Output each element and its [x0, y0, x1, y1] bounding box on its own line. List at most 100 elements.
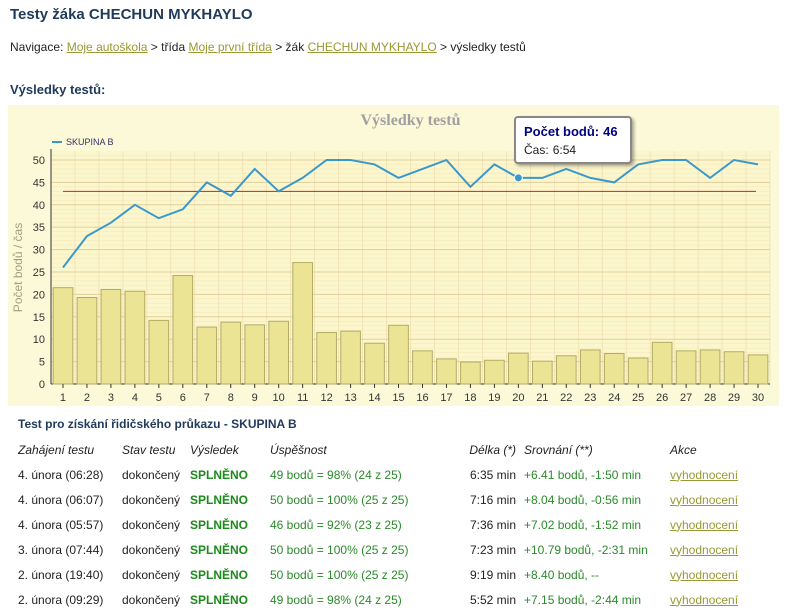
x-tick-label: 29 [728, 392, 740, 404]
header-length: Délka (*) [469, 443, 516, 457]
bar [52, 287, 74, 385]
cell-action: vyhodnocení [666, 587, 756, 612]
results-table-title: Test pro získání řidičského průkazu - SK… [18, 417, 297, 431]
x-tick-label: 23 [584, 392, 596, 404]
cell-start: 4. února (06:28) [18, 467, 104, 482]
evaluate-link[interactable]: vyhodnocení [670, 567, 739, 582]
x-tick-label: 16 [416, 392, 428, 404]
bar [699, 349, 721, 385]
bar [651, 341, 673, 385]
y-tick-label: 50 [33, 155, 45, 167]
cell-start: 2. února (19:40) [18, 567, 104, 582]
cell-result: SPLNĚNO [190, 542, 249, 557]
tooltip-time-value: 6:54 [552, 143, 577, 157]
x-tick-label: 18 [464, 392, 476, 404]
bar [340, 330, 361, 385]
tooltip-points-value: 46 [603, 124, 618, 139]
breadcrumb-link-school[interactable]: Moje autoškola [66, 40, 148, 54]
breadcrumb-current: > výsledky testů [440, 40, 526, 54]
x-tick-label: 4 [132, 392, 138, 404]
y-tick-label: 10 [33, 334, 45, 346]
y-tick-label: 35 [33, 222, 45, 234]
evaluate-link[interactable]: vyhodnocení [670, 592, 739, 607]
cell-success: 49 bodů = 98% (24 z 25) [270, 592, 402, 607]
bar [603, 353, 625, 385]
cell-action: vyhodnocení [666, 562, 756, 587]
breadcrumb-link-student[interactable]: CHECHUN MYKHAYLO [307, 40, 437, 54]
bar [268, 320, 290, 385]
results-chart: 0 5 10 15 20 25 30 35 40 45 50 1 2 3 4 5 6 7 8 9 10 11 12 13 14 1… [8, 105, 779, 406]
breadcrumb-link-class[interactable]: Moje první třída [188, 40, 272, 54]
x-tick-label: 13 [344, 392, 356, 404]
cell-result: SPLNĚNO [190, 492, 249, 507]
cell-action: vyhodnocení [666, 512, 756, 537]
x-tick-label: 27 [680, 392, 692, 404]
x-tick-label: 28 [704, 392, 716, 404]
evaluate-link[interactable]: vyhodnocení [670, 492, 739, 507]
cell-action: vyhodnocení [666, 462, 756, 487]
cell-length: 5:52 min [469, 592, 516, 607]
x-tick-label: 24 [608, 392, 620, 404]
x-tick-label: 10 [273, 392, 285, 404]
cell-action: vyhodnocení [666, 487, 756, 512]
bar [148, 319, 170, 385]
x-tick-label: 6 [180, 392, 186, 404]
bar [388, 324, 409, 385]
evaluate-link[interactable]: vyhodnocení [670, 542, 739, 557]
y-tick-label: 15 [33, 312, 45, 324]
x-tick-label: 2 [84, 392, 90, 404]
bar [316, 331, 337, 385]
y-tick-label: 30 [33, 245, 45, 257]
cell-compare: +10.79 bodů, -2:31 min [524, 542, 648, 557]
breadcrumb: Navigace: Moje autoškola > třída Moje pr… [10, 40, 526, 54]
bar [292, 262, 313, 385]
tooltip-time-row: Čas: 6:54 [524, 143, 576, 157]
cell-state: dokončený [122, 492, 181, 507]
cell-compare: +7.02 bodů, -1:52 min [524, 517, 642, 532]
x-tick-label: 25 [632, 392, 644, 404]
table-row: 3. února (07:44) dokončený SPLNĚNO 50 bo… [14, 537, 756, 562]
cell-result: SPLNĚNO [190, 592, 249, 607]
x-tick-label: 21 [536, 392, 548, 404]
bar [508, 352, 529, 385]
bar [172, 275, 194, 385]
y-tick-label: 20 [33, 289, 45, 301]
bar [555, 355, 577, 385]
chart-title: Výsledky testů [360, 112, 460, 129]
evaluate-link[interactable]: vyhodnocení [670, 517, 739, 532]
cell-start: 4. února (06:07) [18, 492, 104, 507]
table-row: 2. února (19:40) dokončený SPLNĚNO 50 bo… [14, 562, 756, 587]
cell-compare: +6.41 bodů, -1:50 min [524, 467, 642, 482]
x-tick-label: 30 [752, 392, 764, 404]
y-tick-label: 5 [39, 357, 45, 369]
bar [460, 361, 481, 385]
legend-label: SKUPINA B [66, 137, 114, 147]
x-tick-label: 15 [392, 392, 404, 404]
cell-success: 50 bodů = 100% (25 z 25) [270, 492, 409, 507]
x-tick-label: 26 [656, 392, 668, 404]
header-state: Stav testu [122, 443, 176, 457]
cell-length: 7:16 min [469, 492, 516, 507]
x-tick-label: 20 [512, 392, 524, 404]
evaluate-link[interactable]: vyhodnocení [670, 467, 739, 482]
x-tick-label: 7 [204, 392, 210, 404]
results-table-header: Zahájení testu Stav testu Výsledek Úspěš… [14, 438, 756, 462]
bar [124, 290, 146, 385]
cell-compare: +8.04 bodů, -0:56 min [524, 492, 642, 507]
cell-state: dokončený [122, 567, 181, 582]
highlight-point [513, 173, 523, 183]
cell-length: 7:36 min [469, 517, 516, 532]
header-success: Úspěšnost [270, 443, 327, 457]
table-row: 4. února (06:28) dokončený SPLNĚNO 49 bo… [14, 462, 756, 487]
bar [76, 297, 98, 385]
x-tick-label: 22 [560, 392, 572, 404]
tooltip-points-label: Počet bodů: [524, 124, 600, 139]
bar [196, 326, 218, 385]
table-row: 4. února (05:57) dokončený SPLNĚNO 46 bo… [14, 512, 756, 537]
bar [436, 358, 457, 385]
x-tick-label: 5 [156, 392, 162, 404]
chart-tooltip: Počet bodů: 46 Čas: 6:54 [514, 116, 632, 164]
cell-success: 50 bodů = 100% (25 z 25) [270, 542, 409, 557]
bar [364, 342, 385, 385]
